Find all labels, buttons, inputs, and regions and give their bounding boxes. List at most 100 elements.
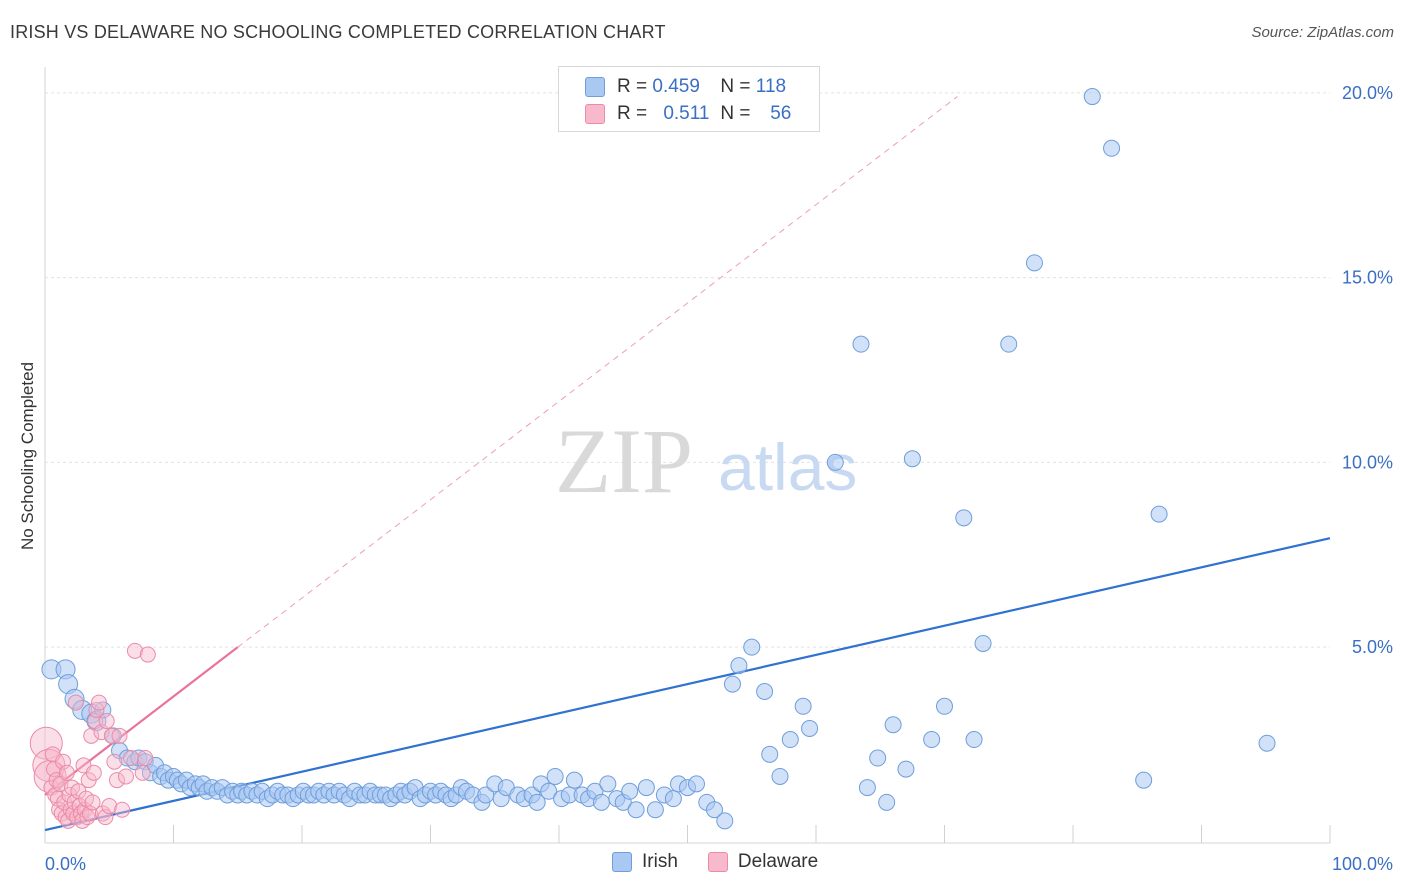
- irish-point: [1025, 254, 1043, 272]
- irish-point: [869, 749, 887, 767]
- watermark-zip: ZIP: [555, 410, 693, 512]
- irish-point: [1000, 335, 1018, 353]
- irish-point: [897, 760, 915, 778]
- legend-r-value: 0.459: [652, 76, 700, 97]
- irish-point: [852, 335, 870, 353]
- irish-point: [627, 801, 645, 819]
- irish-point: [723, 675, 741, 693]
- legend-swatch-delaware: [585, 104, 605, 124]
- irish-point: [826, 453, 844, 471]
- legend-item-delaware[interactable]: Delaware: [707, 851, 819, 873]
- legend-swatch-irish: [612, 852, 632, 872]
- data-points: [29, 88, 1276, 830]
- irish-point: [687, 775, 705, 793]
- legend-n-value: 56: [770, 103, 792, 124]
- tick-labels: 5.0% 10.0% 15.0% 20.0% 0.0% 100.0%: [45, 83, 1393, 874]
- delaware-point: [134, 764, 151, 781]
- irish-point: [664, 790, 682, 808]
- legend-row-irish: R = 0.459 N = 118: [585, 74, 786, 100]
- irish-point: [637, 779, 655, 797]
- delaware-point: [106, 753, 123, 770]
- irish-point: [1150, 505, 1168, 523]
- stats-legend: R = 0.459 N = 118 R = 0.511 N = 56: [558, 66, 820, 132]
- irish-point: [716, 812, 734, 830]
- legend-item-irish[interactable]: Irish: [612, 851, 678, 873]
- irish-point: [858, 779, 876, 797]
- irish-point: [965, 731, 983, 749]
- legend-r-value: 0.511: [663, 103, 710, 124]
- irish-trend-line: [44, 537, 1331, 832]
- irish-point: [884, 716, 902, 734]
- delaware-point: [137, 750, 154, 767]
- y-tick-label: 10.0%: [1342, 452, 1393, 472]
- delaware-point: [101, 798, 118, 815]
- irish-point: [1103, 139, 1121, 157]
- irish-point: [903, 450, 921, 468]
- legend-r-label: R =: [617, 103, 648, 124]
- trend-lines: [44, 96, 1331, 832]
- delaware-point: [67, 694, 84, 711]
- delaware-point: [117, 768, 134, 785]
- series-legend: Irish Delaware: [612, 851, 848, 873]
- legend-n-value: 118: [755, 76, 787, 97]
- irish-point: [1083, 88, 1101, 106]
- irish-point: [1135, 771, 1153, 789]
- delaware-point: [111, 727, 128, 744]
- delaware-point: [123, 750, 140, 767]
- irish-point: [621, 782, 639, 800]
- legend-label-irish: Irish: [642, 851, 678, 872]
- x-tick-label: 100.0%: [1332, 854, 1393, 874]
- delaware-point: [58, 764, 75, 781]
- irish-point: [730, 657, 748, 675]
- irish-point: [540, 782, 558, 800]
- irish-point: [599, 775, 617, 793]
- delaware-point: [29, 726, 63, 760]
- y-tick-label: 20.0%: [1342, 83, 1393, 103]
- y-tick-label: 5.0%: [1352, 637, 1393, 657]
- legend-label-delaware: Delaware: [737, 851, 819, 872]
- delaware-point: [98, 713, 115, 730]
- irish-point: [771, 767, 789, 785]
- irish-point: [936, 697, 953, 715]
- irish-point: [955, 509, 973, 527]
- legend-n-label: N =: [720, 103, 751, 124]
- legend-row-delaware: R = 0.511 N = 56: [585, 101, 806, 127]
- legend-swatch-delaware: [707, 852, 728, 872]
- irish-point: [705, 801, 723, 819]
- delaware-trend-extension: [237, 96, 958, 648]
- delaware-point: [83, 727, 100, 744]
- legend-n-label: N =: [720, 76, 751, 97]
- irish-point: [794, 697, 812, 715]
- irish-point: [546, 767, 564, 785]
- irish-point: [761, 745, 779, 763]
- chart-title: IRISH VS DELAWARE NO SCHOOLING COMPLETED…: [10, 22, 666, 42]
- irish-point: [646, 801, 664, 819]
- irish-point: [923, 731, 941, 749]
- irish-point: [974, 634, 992, 652]
- delaware-point: [85, 764, 102, 781]
- irish-point: [1258, 734, 1276, 752]
- irish-point: [781, 731, 799, 749]
- y-tick-label: 15.0%: [1342, 268, 1393, 288]
- x-tick-label: 0.0%: [45, 854, 86, 874]
- legend-r-label: R =: [617, 76, 648, 97]
- legend-swatch-irish: [585, 77, 605, 97]
- irish-point: [565, 771, 583, 789]
- irish-point: [801, 719, 819, 737]
- irish-point: [743, 638, 761, 656]
- y-axis-label: No Schooling Completed: [18, 361, 37, 551]
- delaware-point: [139, 646, 156, 663]
- delaware-point: [84, 794, 101, 811]
- delaware-point: [126, 642, 143, 659]
- irish-point: [756, 682, 774, 700]
- source-label: Source: ZipAtlas.com: [1251, 24, 1394, 41]
- irish-point: [528, 793, 546, 811]
- delaware-point: [90, 694, 107, 711]
- irish-point: [878, 793, 896, 811]
- watermark: ZIP atlas: [555, 410, 857, 512]
- delaware-point: [114, 801, 131, 818]
- delaware-trend-line: [44, 646, 239, 796]
- irish-point: [592, 793, 610, 811]
- delaware-point: [108, 772, 125, 789]
